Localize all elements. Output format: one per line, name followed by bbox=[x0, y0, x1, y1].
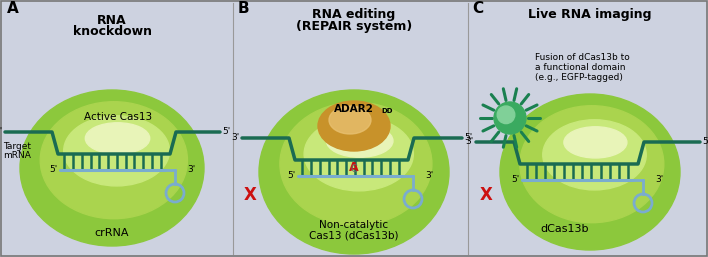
Ellipse shape bbox=[259, 90, 449, 254]
Text: ADAR2: ADAR2 bbox=[334, 104, 374, 114]
Text: knockdown: knockdown bbox=[72, 25, 152, 38]
Ellipse shape bbox=[304, 117, 413, 191]
Text: Non-catalytic: Non-catalytic bbox=[319, 220, 389, 230]
Text: 3': 3' bbox=[466, 137, 474, 146]
Text: DD: DD bbox=[381, 108, 392, 114]
Text: 3': 3' bbox=[232, 133, 240, 142]
Ellipse shape bbox=[500, 94, 680, 250]
Text: crRNA: crRNA bbox=[95, 228, 130, 238]
Text: dCas13b: dCas13b bbox=[541, 224, 589, 234]
Text: A: A bbox=[349, 161, 359, 174]
Text: 5': 5' bbox=[512, 176, 520, 185]
Text: 5': 5' bbox=[464, 133, 472, 142]
Ellipse shape bbox=[318, 101, 390, 151]
Text: 3': 3' bbox=[655, 176, 663, 185]
Ellipse shape bbox=[86, 123, 149, 154]
Ellipse shape bbox=[280, 102, 432, 225]
Text: 3': 3' bbox=[187, 166, 195, 175]
Ellipse shape bbox=[40, 102, 188, 219]
Text: mRNA: mRNA bbox=[3, 151, 31, 160]
Ellipse shape bbox=[564, 127, 627, 158]
Ellipse shape bbox=[64, 116, 169, 186]
Text: 3': 3' bbox=[0, 127, 3, 136]
Text: 5': 5' bbox=[702, 137, 708, 146]
Text: RNA editing: RNA editing bbox=[312, 8, 396, 21]
Text: A: A bbox=[7, 1, 18, 16]
Text: RNA: RNA bbox=[97, 14, 127, 27]
Text: 3': 3' bbox=[425, 171, 433, 180]
Ellipse shape bbox=[20, 90, 204, 246]
Text: B: B bbox=[238, 1, 250, 16]
Circle shape bbox=[494, 102, 526, 134]
Text: Cas13 (dCas13b): Cas13 (dCas13b) bbox=[309, 230, 399, 240]
Text: Fusion of dCas13b to: Fusion of dCas13b to bbox=[535, 53, 629, 62]
Ellipse shape bbox=[520, 106, 664, 223]
Ellipse shape bbox=[329, 106, 371, 134]
Text: Target: Target bbox=[3, 142, 31, 151]
Text: X: X bbox=[244, 186, 256, 204]
Text: X: X bbox=[479, 186, 493, 204]
Text: Active Cas13: Active Cas13 bbox=[84, 112, 152, 122]
Text: a functional domain: a functional domain bbox=[535, 63, 625, 72]
Text: 5': 5' bbox=[222, 127, 230, 136]
Circle shape bbox=[497, 106, 515, 124]
Text: C: C bbox=[472, 1, 483, 16]
Text: (REPAIR system): (REPAIR system) bbox=[296, 20, 412, 33]
Text: C: C bbox=[350, 164, 358, 174]
Ellipse shape bbox=[326, 124, 393, 157]
Text: 5': 5' bbox=[50, 166, 58, 175]
Text: (e.g., EGFP-tagged): (e.g., EGFP-tagged) bbox=[535, 73, 623, 82]
Ellipse shape bbox=[543, 120, 646, 190]
Text: 5': 5' bbox=[287, 171, 296, 180]
Text: Live RNA imaging: Live RNA imaging bbox=[528, 8, 652, 21]
